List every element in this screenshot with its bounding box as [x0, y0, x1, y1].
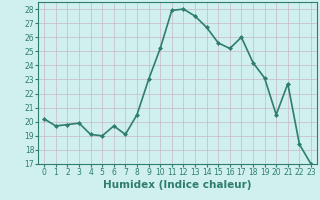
- X-axis label: Humidex (Indice chaleur): Humidex (Indice chaleur): [103, 180, 252, 190]
